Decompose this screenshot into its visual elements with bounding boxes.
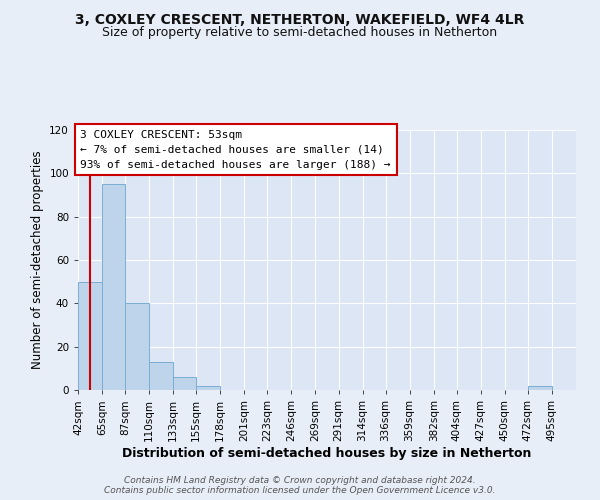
- Bar: [528, 386, 552, 390]
- Text: Contains public sector information licensed under the Open Government Licence v3: Contains public sector information licen…: [104, 486, 496, 495]
- Bar: [196, 386, 220, 390]
- X-axis label: Distribution of semi-detached houses by size in Netherton: Distribution of semi-detached houses by …: [122, 446, 532, 460]
- Bar: [102, 184, 125, 390]
- Bar: [149, 362, 173, 390]
- Bar: [78, 282, 102, 390]
- Text: Size of property relative to semi-detached houses in Netherton: Size of property relative to semi-detach…: [103, 26, 497, 39]
- Bar: [125, 304, 149, 390]
- Text: Contains HM Land Registry data © Crown copyright and database right 2024.: Contains HM Land Registry data © Crown c…: [124, 476, 476, 485]
- Text: 3, COXLEY CRESCENT, NETHERTON, WAKEFIELD, WF4 4LR: 3, COXLEY CRESCENT, NETHERTON, WAKEFIELD…: [76, 12, 524, 26]
- Y-axis label: Number of semi-detached properties: Number of semi-detached properties: [31, 150, 44, 370]
- Text: 3 COXLEY CRESCENT: 53sqm
← 7% of semi-detached houses are smaller (14)
93% of se: 3 COXLEY CRESCENT: 53sqm ← 7% of semi-de…: [80, 130, 391, 170]
- Bar: [173, 377, 196, 390]
